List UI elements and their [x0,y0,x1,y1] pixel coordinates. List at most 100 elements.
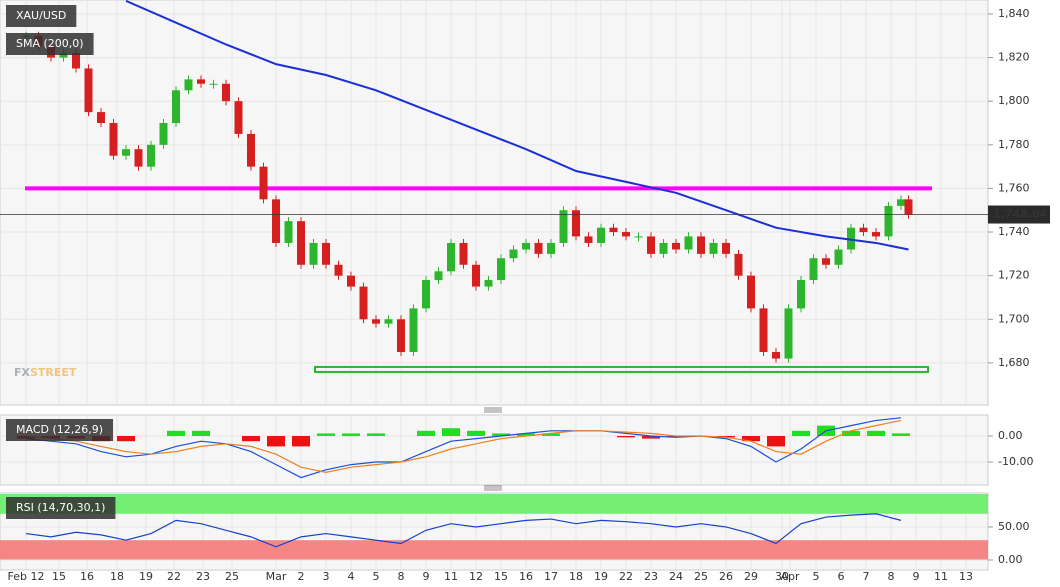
indicator-label: MACD (12,26,9) [16,423,103,436]
x-tick-label: 23 [196,570,210,583]
candle [759,308,768,353]
series-line [125,0,909,251]
macd-histogram-bar [442,428,460,437]
macd-histogram-bar [342,433,360,437]
x-tick-label: 29 [744,570,758,583]
candle [422,280,430,309]
candle [609,227,618,233]
legend-label-box [6,33,94,55]
y-tick-label: 1,720 [998,269,1030,282]
price-panel [0,0,989,406]
x-tick-label: Mar [266,570,287,583]
candle [184,79,193,91]
macd-histogram-bar [667,436,685,438]
series-line [25,513,902,548]
y-tick-label: 0.00 [998,553,1023,566]
candle [872,232,880,237]
y-tick-label: 1,780 [998,138,1030,151]
x-tick-label: 16 [519,570,533,583]
macd-histogram-bar [642,436,660,439]
x-tick-label: 8 [398,570,405,583]
candle [172,90,180,124]
x-tick-label: 26 [719,570,733,583]
macd-histogram-bar [317,433,335,437]
candle [809,258,818,281]
candle [522,242,530,250]
x-tick-label: 18 [110,570,124,583]
rsi-band [0,493,988,514]
x-tick-label: 8 [888,570,895,583]
candle [684,236,693,250]
x-tick-label: 4 [348,570,355,583]
macd-histogram-bar [842,430,860,437]
x-tick-label: 5 [813,570,820,583]
candle [584,236,593,243]
candle [72,53,80,69]
legend-label: XAU/USD [16,9,66,22]
candle [397,319,405,353]
candle [234,101,243,134]
candle [159,123,168,145]
candle [572,210,580,237]
x-tick-label: 19 [594,570,608,583]
macd-panel [0,414,989,486]
candle [209,83,218,85]
candle [904,199,913,215]
x-tick-label: 9 [423,570,430,583]
macd-histogram-bar [742,436,760,442]
candle [634,236,643,238]
candle [284,221,293,243]
watermark: FXSTREET [14,366,77,379]
series-line [25,419,902,474]
legend-label-box [6,5,77,27]
candle [484,280,493,287]
y-tick-label: 1,800 [998,94,1030,107]
y-tick-label: 0.00 [998,429,1023,442]
candle [659,242,668,254]
candle [509,249,518,259]
candle [434,271,443,281]
macd-histogram-bar [242,436,260,442]
candle [534,242,543,254]
x-tick-label: 19 [139,570,153,583]
x-tick-label: 24 [669,570,683,583]
candle [359,286,368,320]
candle [722,242,730,254]
macd-histogram-bar [467,430,485,437]
x-tick-label: Feb 12 [8,570,45,583]
macd-histogram-bar [117,436,135,442]
candle [384,319,393,324]
macd-histogram-bar [292,436,310,447]
candle [697,236,705,254]
x-tick-label: 12 [469,570,483,583]
indicator-label: RSI (14,70,30,1) [16,501,105,514]
x-tick-label: Apr [780,570,800,583]
candle [97,112,105,124]
candle [334,264,343,276]
macd-histogram-bar [367,433,385,437]
macd-histogram-bar [892,433,910,437]
legend-label: SMA (200,0) [16,37,84,50]
candle [347,275,355,287]
candle [197,79,205,84]
candle [109,123,118,156]
macd-histogram-bar [792,430,810,437]
candle [897,199,905,206]
macd-histogram-bar [517,433,535,437]
x-tick-label: 15 [52,570,66,583]
last-price-label: 1,748.04 [993,208,1048,221]
macd-histogram-bar [617,436,635,438]
candle [547,242,555,254]
x-tick-label: 6 [838,570,845,583]
x-tick-label: 15 [494,570,508,583]
candle [247,133,255,167]
macd-histogram-bar [867,430,885,437]
candle [84,68,93,113]
x-tick-label: 11 [444,570,458,583]
candle [472,264,480,287]
rsi-band [0,540,988,560]
x-tick-label: 5 [373,570,380,583]
candle [59,53,68,58]
candle [272,199,280,243]
